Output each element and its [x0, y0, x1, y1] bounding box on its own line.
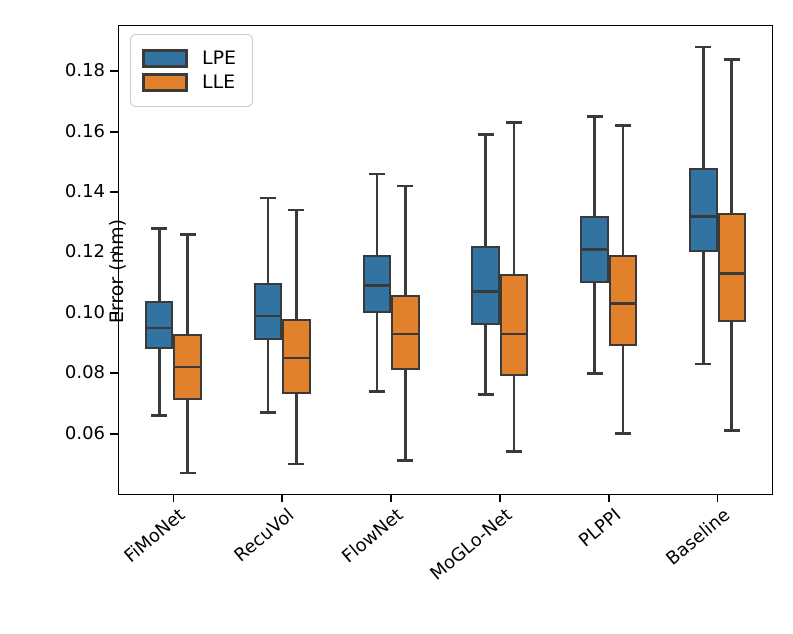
- x-tick-label: FiMoNet: [120, 504, 190, 567]
- median-lpe-baseline: [689, 214, 718, 218]
- whisker-cap-top-lle-flownet: [397, 184, 414, 188]
- median-lle-fimonet: [173, 365, 202, 369]
- y-tick-mark: [109, 311, 118, 314]
- whisker-cap-top-lpe-baseline: [695, 45, 712, 49]
- legend-item-lle: LLE: [142, 73, 236, 92]
- x-tick-label: Baseline: [661, 504, 734, 570]
- box-lle-moglo-net: [499, 273, 529, 377]
- median-lle-recuvol: [282, 356, 311, 360]
- whisker-cap-bottom-lle-recuvol: [288, 462, 305, 466]
- plot-area: Error (mm) LPE LLE 0.06 0.08 0.10 0.12 0.14 0…: [65, 25, 773, 585]
- whisker-cap-bottom-lpe-plppi: [586, 371, 603, 375]
- y-tick-mark: [109, 70, 118, 73]
- whisker-cap-bottom-lle-plppi: [614, 432, 631, 435]
- y-tick-mark: [109, 251, 118, 254]
- whisker-cap-bottom-lle-baseline: [723, 429, 740, 432]
- median-lpe-flownet: [362, 284, 392, 287]
- whisker-cap-bottom-lpe-recuvol: [260, 411, 277, 414]
- box-lpe-baseline: [689, 167, 718, 253]
- lle-swatch-icon: [142, 73, 188, 92]
- whisker-cap-bottom-lpe-fimonet: [151, 414, 168, 417]
- whisker-cap-bottom-lle-flownet: [397, 459, 414, 463]
- box-lpe-recuvol: [253, 282, 283, 340]
- box-lle-recuvol: [282, 318, 311, 395]
- y-tick-label: 0.08: [64, 362, 105, 384]
- x-tick-label: PLPPI: [574, 504, 625, 552]
- y-tick-label: 0.06: [64, 422, 105, 444]
- whisker-cap-bottom-lpe-flownet: [368, 390, 385, 393]
- y-tick-label: 0.12: [64, 241, 105, 263]
- box-lle-baseline: [717, 213, 747, 322]
- legend-item-lpe: LPE: [142, 49, 236, 68]
- whisker-cap-top-lpe-flownet: [368, 172, 385, 176]
- whisker-cap-top-lpe-recuvol: [260, 196, 277, 200]
- legend-label-lle: LLE: [202, 71, 236, 93]
- whisker-cap-top-lpe-moglo-net: [477, 133, 494, 136]
- whisker-cap-bottom-lpe-baseline: [695, 362, 712, 366]
- x-tick-mark: [716, 494, 719, 502]
- median-lle-baseline: [717, 272, 747, 275]
- x-tick-mark: [172, 494, 175, 502]
- box-lle-flownet: [391, 294, 420, 371]
- whisker-cap-top-lle-recuvol: [288, 208, 305, 212]
- x-tick-mark: [607, 494, 610, 502]
- legend: LPE LLE: [130, 34, 254, 107]
- y-tick-mark: [109, 191, 118, 193]
- median-lle-flownet: [391, 332, 420, 336]
- median-lpe-recuvol: [253, 314, 283, 318]
- legend-label-lpe: LPE: [202, 47, 237, 69]
- x-tick-label: FlowNet: [338, 504, 408, 568]
- y-tick-label: 0.18: [64, 60, 105, 82]
- lpe-swatch-icon: [142, 49, 188, 68]
- whisker-cap-top-lle-fimonet: [179, 233, 196, 236]
- median-lle-moglo-net: [499, 332, 529, 336]
- median-lpe-plppi: [580, 248, 609, 251]
- box-lle-plppi: [608, 255, 638, 347]
- box-lpe-moglo-net: [471, 246, 500, 325]
- whisker-cap-bottom-lpe-moglo-net: [477, 393, 494, 396]
- x-tick-mark: [390, 494, 392, 502]
- whisker-cap-bottom-lle-moglo-net: [506, 450, 523, 454]
- whisker-cap-top-lpe-fimonet: [151, 226, 168, 230]
- whisker-cap-bottom-lle-fimonet: [179, 471, 196, 475]
- y-tick-label: 0.16: [64, 120, 105, 142]
- box-lpe-flownet: [362, 255, 392, 313]
- x-tick-label: RecuVol: [230, 504, 299, 567]
- whisker-cap-top-lle-moglo-net: [506, 121, 523, 124]
- y-tick-label: 0.10: [64, 301, 105, 323]
- y-tick-mark: [109, 130, 118, 133]
- median-lpe-fimonet: [144, 326, 174, 330]
- whisker-cap-top-lpe-plppi: [586, 115, 603, 118]
- y-tick-mark: [109, 432, 118, 435]
- whisker-cap-top-lle-baseline: [723, 57, 740, 61]
- x-tick-label: MoGLo-Net: [426, 504, 517, 585]
- median-lpe-moglo-net: [471, 290, 500, 293]
- x-tick-mark: [499, 494, 501, 502]
- x-tick-mark: [281, 494, 284, 502]
- box-lpe-fimonet: [144, 300, 174, 350]
- median-lle-plppi: [608, 302, 638, 306]
- whisker-cap-top-lle-plppi: [614, 124, 631, 127]
- y-tick-mark: [109, 372, 118, 375]
- y-tick-label: 0.14: [64, 181, 105, 203]
